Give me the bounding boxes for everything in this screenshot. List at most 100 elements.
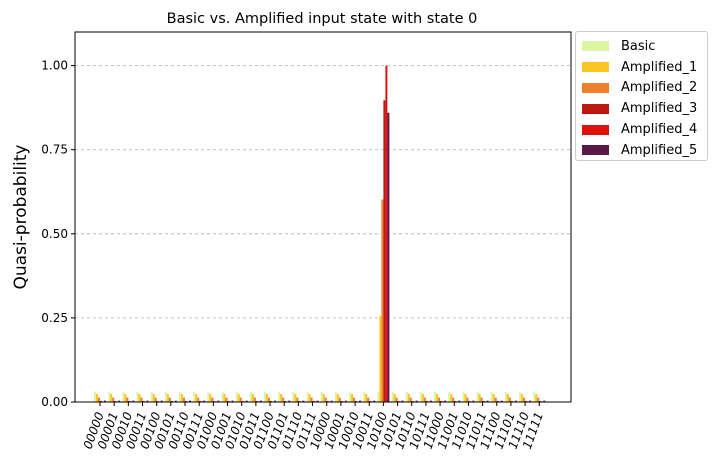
bar (482, 400, 485, 402)
bar (514, 400, 517, 402)
bar (211, 397, 214, 402)
bar (387, 112, 390, 403)
bar (197, 397, 200, 402)
bar (525, 400, 528, 402)
plot-frame (74, 31, 572, 403)
bar (259, 400, 262, 402)
bar (179, 391, 182, 402)
bar (521, 393, 524, 402)
bar (181, 393, 184, 402)
legend-label: Amplified_5 (621, 142, 698, 158)
bar (264, 391, 267, 402)
bar (438, 397, 441, 402)
bar (278, 391, 281, 402)
bar (393, 393, 396, 402)
bar (543, 400, 546, 402)
bar (334, 391, 337, 402)
bar (152, 393, 155, 402)
bar (183, 397, 186, 402)
y-axis-label: Quasi-probability (11, 145, 31, 290)
bar (537, 397, 540, 402)
bar (391, 391, 394, 402)
bar (340, 400, 343, 402)
bar (217, 400, 220, 402)
legend-label: Amplified_2 (621, 80, 698, 96)
bar (419, 391, 422, 402)
bar (280, 393, 283, 402)
bar (128, 400, 131, 402)
bar (150, 391, 153, 402)
bar (170, 400, 173, 402)
grid-lines (75, 65, 571, 319)
bar (156, 400, 159, 402)
bar (164, 391, 167, 402)
bar (468, 400, 471, 402)
bar (189, 400, 192, 402)
bar (440, 400, 443, 402)
bar (245, 400, 248, 402)
bar (344, 400, 347, 402)
bar (369, 400, 372, 402)
bar (523, 397, 526, 402)
bar (478, 393, 481, 402)
bar (330, 400, 333, 402)
bar (462, 391, 465, 402)
bar (458, 400, 461, 402)
bar (213, 400, 216, 402)
bar (322, 393, 325, 402)
bar (476, 391, 479, 402)
bar (126, 397, 129, 402)
bar (122, 391, 125, 402)
bar (223, 393, 226, 402)
bar (397, 400, 400, 402)
bar (529, 400, 532, 402)
bar (298, 400, 301, 402)
bar (452, 397, 455, 402)
bar (112, 397, 115, 402)
bar (160, 400, 163, 402)
bar (225, 397, 228, 402)
legend-label: Amplified_1 (621, 59, 698, 75)
bar (429, 400, 432, 402)
legend-item: Amplified_3 (582, 98, 707, 119)
bar (302, 400, 305, 402)
bar (423, 397, 426, 402)
bar (411, 400, 414, 402)
bar (508, 397, 511, 402)
bar (409, 397, 412, 402)
bar (324, 397, 327, 402)
bar (363, 391, 366, 402)
bar (118, 400, 121, 402)
y-tick-label: 1.00 (41, 59, 68, 73)
bar (241, 400, 244, 402)
bar (203, 400, 206, 402)
bar (255, 400, 258, 402)
legend-item: Amplified_2 (582, 78, 707, 99)
bar (98, 397, 100, 402)
bar (510, 400, 513, 402)
bar (444, 400, 447, 402)
bar (316, 400, 319, 402)
bar (338, 397, 341, 402)
bar (506, 393, 509, 402)
legend-item: Basic (582, 36, 707, 57)
bar (349, 391, 352, 402)
bar (379, 315, 382, 402)
legend-swatch (582, 103, 609, 114)
bar (490, 391, 493, 402)
bar (132, 400, 135, 402)
bar (421, 393, 424, 402)
bar (492, 393, 495, 402)
bar (454, 400, 457, 402)
bar (336, 393, 339, 402)
bar (407, 393, 410, 402)
legend-swatch (582, 82, 609, 93)
bar (292, 391, 295, 402)
bar (401, 400, 404, 402)
bar (434, 391, 437, 402)
bar (168, 397, 171, 402)
bar (450, 393, 453, 402)
bar (249, 391, 252, 402)
bar (110, 393, 113, 402)
bar (270, 400, 273, 402)
